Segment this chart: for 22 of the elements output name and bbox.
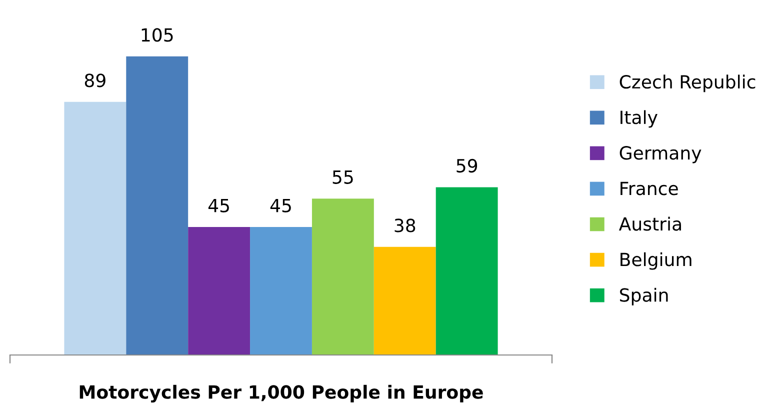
data-label: 45 xyxy=(270,198,291,212)
legend-label: Czech Republic xyxy=(620,74,756,92)
data-label: 59 xyxy=(456,158,478,173)
legend-label: Germany xyxy=(620,146,702,164)
legend-label: France xyxy=(620,182,678,196)
bar xyxy=(374,246,436,355)
data-label: 55 xyxy=(332,170,353,184)
bar xyxy=(64,102,126,355)
legend-label: Austria xyxy=(618,216,681,231)
data-label: 105 xyxy=(142,28,173,42)
bar xyxy=(188,227,250,355)
legend-label: Italy xyxy=(620,110,658,128)
legend-label: Belgium xyxy=(620,252,692,270)
bar xyxy=(250,227,312,355)
data-label: 38 xyxy=(394,218,416,232)
bar xyxy=(436,187,498,355)
legend-label: Spain xyxy=(620,288,668,306)
data-label: 89 xyxy=(84,74,106,88)
x-axis-title: Motorcycles Per 1,000 People in Europe xyxy=(80,384,483,402)
data-label: 45 xyxy=(208,198,229,212)
bar xyxy=(126,56,188,355)
bar xyxy=(312,198,374,355)
